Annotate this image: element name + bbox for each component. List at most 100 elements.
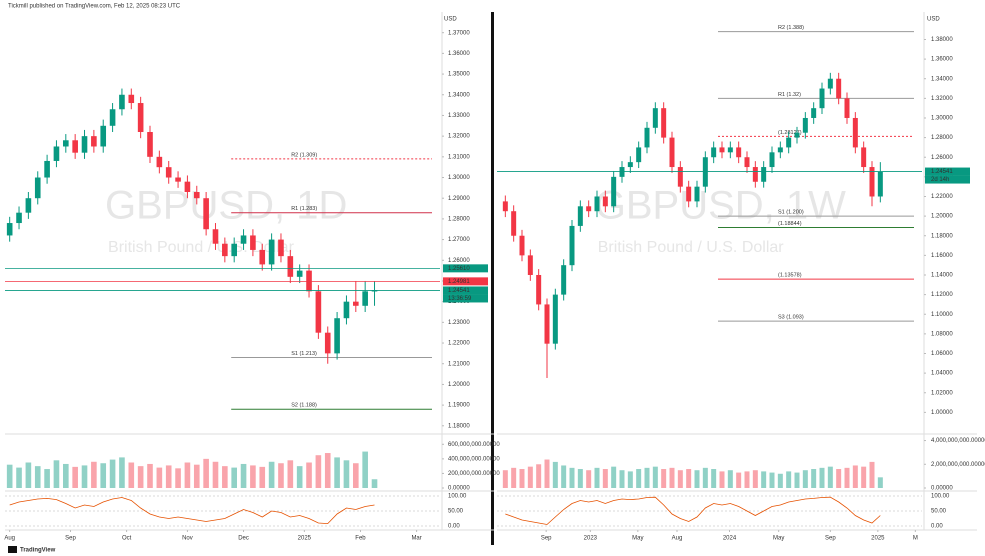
- volume-bar: [594, 467, 600, 488]
- volume-bar: [877, 477, 883, 488]
- candle-body: [636, 147, 642, 163]
- volume-bar: [53, 460, 60, 488]
- volume-bar: [100, 463, 107, 488]
- volume-bar: [536, 464, 542, 488]
- y-tick-label: 1.21000: [448, 361, 470, 367]
- candle-body: [727, 147, 733, 153]
- volume-bar: [44, 469, 50, 488]
- stoch-tick-label: 0.00: [448, 524, 460, 530]
- candle-body: [193, 192, 200, 199]
- logo: [8, 546, 17, 553]
- x-tick-label: 2025: [298, 536, 312, 542]
- volume-bar: [334, 457, 340, 488]
- candle-body: [694, 186, 700, 202]
- volume-bar: [744, 471, 750, 488]
- volume-bar: [212, 461, 219, 488]
- candle-body: [794, 132, 800, 138]
- volume-bar: [661, 469, 667, 488]
- volume-bar: [711, 469, 717, 488]
- candle-body: [877, 171, 883, 197]
- pivot-label: S1 (1.213): [291, 351, 317, 357]
- pivot-label: (1.28127): [778, 130, 802, 136]
- volume-bar: [91, 461, 97, 488]
- y-tick-label: 1.04000: [931, 371, 953, 377]
- price-tag: [925, 167, 970, 176]
- volume-bar: [165, 465, 172, 488]
- x-tick-label: Mar: [411, 536, 421, 542]
- candle-body: [109, 109, 116, 126]
- volume-bar: [222, 466, 228, 488]
- volume-bar: [719, 471, 725, 488]
- volume-bar: [761, 471, 767, 488]
- pivot-label: (1.13578): [778, 273, 802, 279]
- volume-bar: [752, 470, 758, 488]
- y-tick-label: 1.28000: [931, 135, 953, 141]
- x-tick-label: Sep: [825, 536, 836, 542]
- volume-bar: [315, 455, 322, 488]
- y-tick-label: 1.38000: [931, 37, 953, 43]
- y-tick-label: 1.27000: [448, 237, 470, 243]
- volume-bar: [511, 467, 517, 488]
- volume-bar: [669, 467, 675, 488]
- candle-body: [119, 94, 125, 110]
- candle-body: [25, 198, 32, 213]
- watermark-title: GBPUSD, 1D: [105, 184, 347, 228]
- y-tick-label: 1.32000: [448, 134, 470, 140]
- volume-bar: [577, 469, 583, 488]
- volume-bar: [259, 466, 266, 488]
- y-tick-label: 1.19000: [448, 403, 470, 409]
- y-tick-label: 1.18000: [931, 233, 953, 239]
- price-tag-label: 1.24981: [448, 279, 470, 285]
- candle-body: [761, 167, 767, 182]
- watermark-title: GBPUSD, 1W: [595, 184, 846, 228]
- candle-body: [861, 147, 867, 168]
- pivot-label: R2 (1.388): [778, 25, 804, 31]
- candle-body: [611, 176, 617, 207]
- volume-bar: [627, 471, 633, 488]
- volume-bar: [611, 466, 617, 488]
- volume-bar: [371, 479, 378, 488]
- footer: TradingView: [20, 548, 56, 554]
- volume-bar: [636, 469, 642, 488]
- volume-bar: [811, 469, 817, 488]
- volume-bar: [250, 465, 256, 488]
- candle-body: [287, 256, 294, 277]
- volume-bar: [81, 465, 88, 488]
- candle-body: [165, 167, 172, 178]
- price-tag-label: 1.25610: [448, 266, 470, 272]
- volume-bar: [34, 466, 41, 488]
- volume-bar: [343, 460, 350, 488]
- candle-body: [852, 117, 858, 148]
- volume-tick-label: 0.00000: [448, 486, 470, 492]
- stoch-line: [505, 496, 881, 525]
- y-tick-label: 1.26000: [448, 258, 470, 264]
- candle-body: [844, 98, 850, 118]
- y-tick-label: 1.34000: [931, 76, 953, 82]
- volume-tick-label: 600,000,000.00000: [448, 442, 500, 448]
- volume-tick-label: 2,000,000,000.00000: [931, 462, 985, 468]
- candle-body: [268, 239, 275, 265]
- volume-bar: [25, 462, 32, 488]
- candle-body: [786, 137, 792, 148]
- volume-bar: [287, 460, 294, 488]
- candle-body: [156, 156, 163, 168]
- candle-body: [836, 78, 842, 99]
- candle-body: [711, 147, 717, 158]
- candle-body: [343, 301, 350, 319]
- volume-tick-label: 400,000,000.00000: [448, 456, 500, 462]
- x-tick-label: Dec: [238, 536, 249, 542]
- price-tag: [443, 264, 488, 273]
- candle-body: [811, 108, 817, 118]
- candle-body: [44, 160, 50, 178]
- candle-body: [752, 167, 758, 182]
- y-tick-label: 1.22000: [931, 194, 953, 200]
- pivot-label: R1 (1.283): [291, 206, 317, 212]
- candle-body: [577, 206, 583, 226]
- price-tag-label: 1.24541: [448, 288, 470, 294]
- volume-bar: [677, 470, 683, 488]
- candle-body: [324, 332, 331, 354]
- volume-bar: [736, 472, 742, 488]
- header: Tickmill published on TradingView.com, F…: [8, 4, 181, 10]
- candle-body: [72, 140, 78, 153]
- volume-tick-label: 4,000,000,000.00000: [931, 438, 985, 444]
